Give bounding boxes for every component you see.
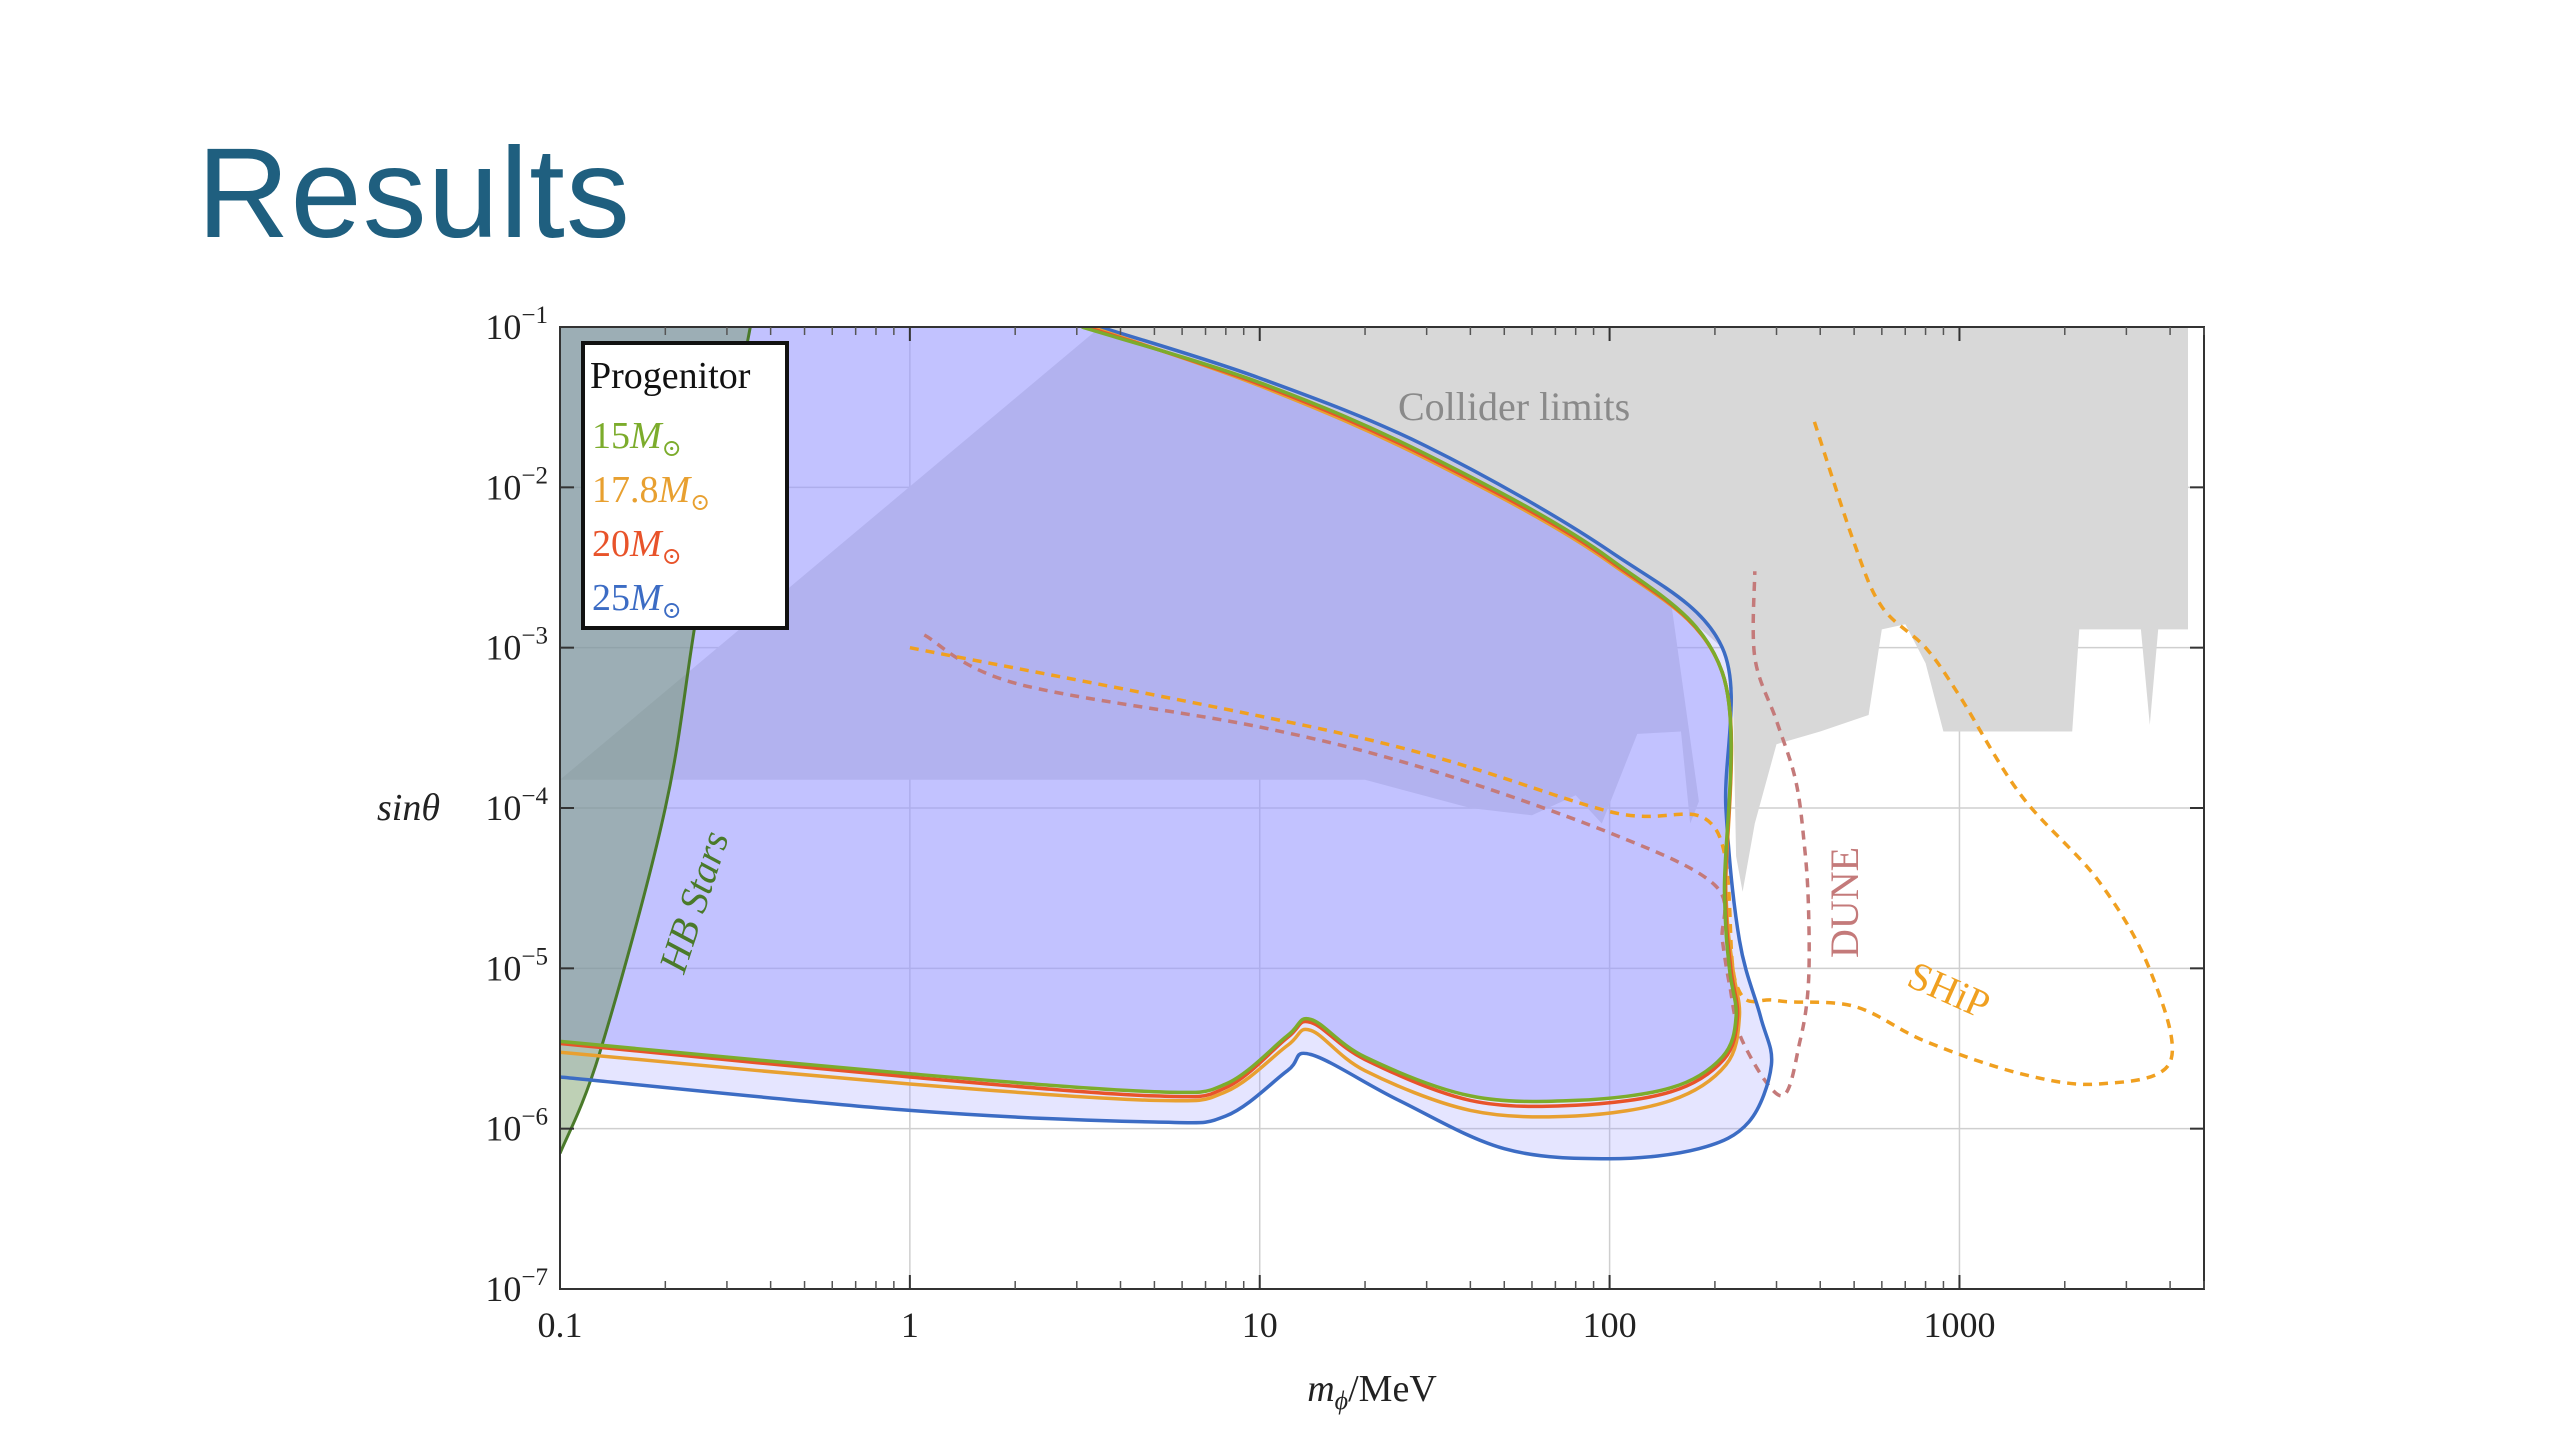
slide-title: Results [197,122,631,265]
y-tick-label: 10−1 [485,302,548,347]
x-tick-label: 10 [1242,1305,1278,1345]
y-tick-label: 10−6 [485,1104,548,1149]
ship-label: SHiP [1901,952,1996,1027]
ship-sensitivity-line [909,415,2175,1087]
legend-entry: 20M⊙ [592,523,682,570]
legend-box [581,341,789,630]
progenitor-curve-17-8 [560,327,1742,1119]
progenitor-curve-15 [560,327,1738,1104]
legend: Progenitor 15M⊙ 17.8M⊙ 20M⊙ 25M⊙ [581,341,789,630]
x-tick-label: 0.1 [538,1305,583,1345]
legend-entry: 17.8M⊙ [592,469,710,516]
x-tick-label: 100 [1583,1305,1637,1345]
x-tick-label: 1000 [1923,1305,1995,1345]
x-tick-label: 1 [901,1305,919,1345]
legend-entry: 15M⊙ [592,415,682,462]
y-tick-label: 10−2 [485,462,548,507]
progenitor-curve-20 [560,327,1740,1109]
legend-title: Progenitor [590,355,751,397]
y-tick-label: 10−3 [485,623,548,668]
dune-sensitivity-line [923,571,1811,1098]
y-axis-label: sinθ [377,787,440,829]
excluded-region-15 [560,327,1737,1102]
collider-limits-label: Collider limits [1398,384,1630,429]
dune-label: DUNE [1822,847,1867,958]
legend-entry: 25M⊙ [592,577,682,624]
y-tick-label: 10−5 [485,943,548,988]
x-axis-label: mϕ/MeV [1307,1368,1437,1415]
plot-area [560,327,2204,1289]
y-tick-label: 10−4 [485,783,548,828]
excluded-region-25 [560,327,1772,1159]
collider-limits-region [560,327,2188,892]
y-tick-label: 10−7 [485,1264,548,1309]
progenitor-curve-25 [560,327,1774,1161]
